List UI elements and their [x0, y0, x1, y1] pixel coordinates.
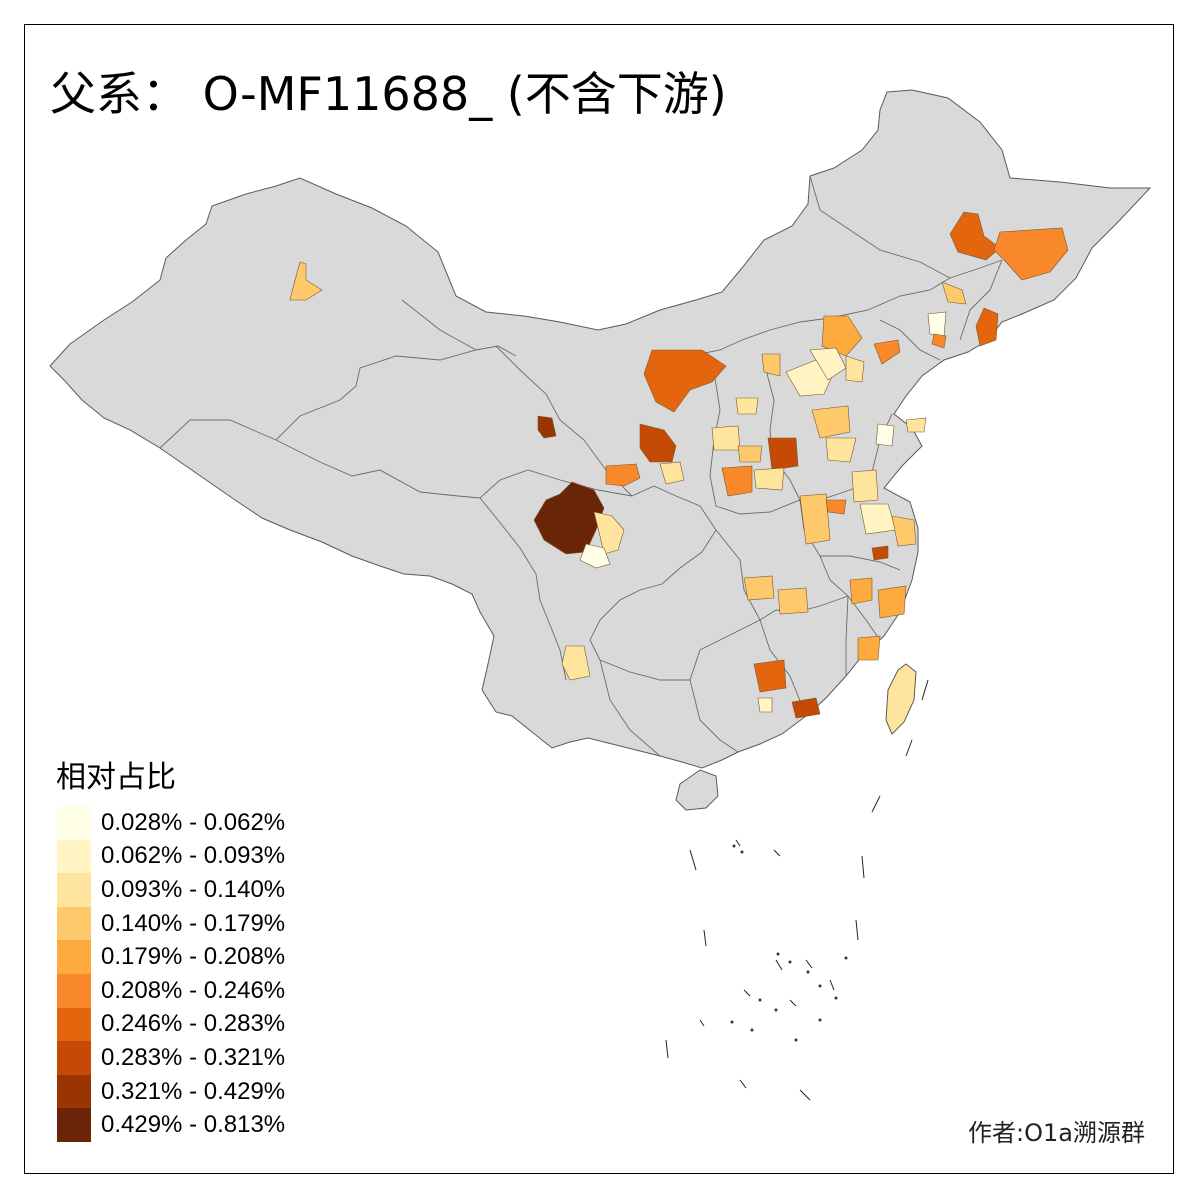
region-hebei-3 — [761, 353, 781, 377]
region-yunnan-mid — [561, 645, 591, 681]
region-anhui-1 — [799, 493, 831, 545]
region-jilin-1 — [941, 281, 967, 305]
legend-label: 0.321% - 0.429% — [101, 1077, 286, 1105]
region-fujian-1 — [857, 635, 881, 661]
china-mainland — [49, 89, 1152, 769]
hainan-island — [675, 769, 719, 811]
region-guangdong-2 — [791, 697, 821, 719]
region-gansu-south — [605, 463, 641, 487]
legend-item: 0.283% - 0.321% — [57, 1041, 285, 1075]
region-henan-core — [767, 437, 799, 471]
region-heilongjiang-east — [993, 227, 1069, 281]
legend-item: 0.429% - 0.813% — [57, 1108, 285, 1142]
region-heilongjiang-west — [949, 211, 1001, 261]
region-hebei-4 — [845, 355, 865, 383]
region-hubei-1 — [743, 575, 775, 601]
map-title: 父系： O-MF11688_ (不含下游) — [50, 67, 727, 121]
province-borders — [159, 175, 1003, 757]
region-liaoning-2 — [931, 333, 947, 349]
author-credit: 作者:O1a溯源群 — [968, 1119, 1145, 1147]
legend-swatch — [57, 1041, 91, 1075]
region-jiangsu-1 — [851, 469, 879, 503]
region-sichuan-mid — [579, 543, 611, 569]
legend-label: 0.093% - 0.140% — [101, 875, 286, 903]
region-sichuan-east — [593, 511, 625, 555]
region-shanxi-3 — [737, 445, 763, 463]
legend-item: 0.093% - 0.140% — [57, 873, 285, 907]
region-zhejiang-2 — [877, 585, 907, 619]
legend-label: 0.028% - 0.062% — [101, 808, 286, 836]
region-xinjiang-north — [289, 261, 323, 301]
region-shanxi-2 — [711, 425, 741, 451]
region-hubei-2 — [777, 587, 809, 615]
region-shaanxi-mid — [659, 461, 685, 485]
region-guangdong-1 — [753, 659, 787, 693]
region-shandong-2 — [825, 437, 857, 463]
legend-item: 0.140% - 0.179% — [57, 906, 286, 941]
region-liaoning-1 — [927, 311, 947, 337]
region-zhejiang-1 — [849, 577, 873, 605]
legend-swatch — [57, 906, 91, 941]
legend-label: 0.208% - 0.246% — [101, 976, 286, 1004]
legend-item: 0.208% - 0.246% — [57, 973, 286, 1008]
south-sea-islands — [665, 679, 929, 1101]
legend-item: 0.062% - 0.093% — [57, 839, 286, 874]
region-henan-2 — [721, 465, 753, 497]
legend-swatch — [57, 1007, 91, 1042]
region-shanghai — [871, 545, 889, 561]
region-guangdong-3 — [757, 697, 773, 713]
region-sichuan-west — [533, 481, 605, 555]
region-jilin-2 — [975, 307, 999, 347]
region-shaanxi-north — [639, 423, 677, 463]
legend-swatch — [57, 1074, 91, 1109]
taiwan-island — [885, 663, 917, 735]
region-tianjin — [873, 339, 901, 365]
region-henan-3 — [753, 467, 785, 491]
legend-label: 0.140% - 0.179% — [101, 909, 286, 937]
legend-swatch — [57, 940, 91, 974]
legend-label: 0.283% - 0.321% — [101, 1043, 286, 1071]
legend-swatch — [57, 1108, 91, 1142]
region-shanxi-1 — [735, 397, 759, 415]
legend-swatch — [57, 806, 91, 840]
legend-swatch — [57, 973, 91, 1008]
region-beijing-north — [821, 315, 863, 357]
legend-title: 相对占比 — [56, 760, 176, 795]
legend-item: 0.246% - 0.283% — [57, 1007, 286, 1042]
region-shandong-4 — [905, 417, 927, 433]
legend: 0.028% - 0.062% 0.062% - 0.093% 0.093% -… — [57, 806, 285, 1142]
legend-label: 0.246% - 0.283% — [101, 1010, 286, 1038]
region-anhui-2 — [825, 499, 847, 515]
legend-label: 0.062% - 0.093% — [101, 842, 286, 870]
island-dots — [730, 844, 848, 1042]
region-shandong-3 — [875, 423, 895, 447]
legend-item: 0.321% - 0.429% — [57, 1074, 286, 1109]
legend-item: 0.179% - 0.208% — [57, 940, 285, 974]
region-qinghai-west — [537, 415, 557, 439]
legend-label: 0.429% - 0.813% — [101, 1111, 286, 1139]
region-shandong-1 — [811, 405, 851, 439]
legend-label: 0.179% - 0.208% — [101, 943, 286, 971]
legend-swatch — [57, 839, 91, 874]
prefecture-fills — [289, 211, 1069, 719]
region-innermongolia-west — [643, 349, 727, 413]
region-jiangsu-3 — [891, 515, 917, 547]
legend-swatch — [57, 873, 91, 907]
legend-item: 0.028% - 0.062% — [57, 806, 285, 840]
